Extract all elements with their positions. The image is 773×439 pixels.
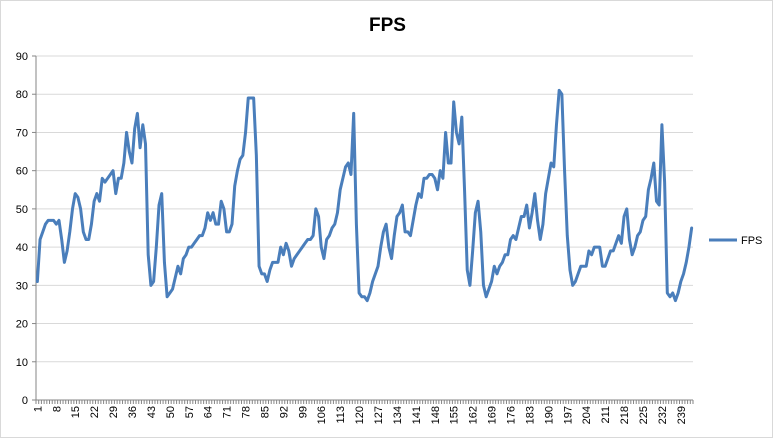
x-tick-label-15: 15 [70, 406, 82, 418]
y-tick-label-90: 90 [16, 51, 28, 63]
series-group [35, 88, 694, 303]
x-tick-label-211: 211 [600, 406, 612, 424]
x-tick-label-113: 113 [335, 406, 347, 424]
x-tick-label-1: 1 [32, 406, 44, 412]
x-tick-label-239: 239 [676, 406, 688, 424]
x-axis-ticks: 1 8 15 22 29 36 43 50 57 64 71 78 85 92 99 106 113 120 127… [32, 400, 694, 424]
x-tick-label-190: 190 [543, 406, 555, 424]
x-tick-label-85: 85 [259, 406, 271, 418]
x-tick-label-218: 218 [619, 406, 631, 424]
y-tick-label-10: 10 [16, 357, 28, 369]
x-tick-label-120: 120 [354, 406, 366, 424]
x-tick-label-43: 43 [146, 406, 158, 418]
y-tick-label-40: 40 [16, 242, 28, 254]
x-tick-label-141: 141 [411, 406, 423, 424]
y-tick-label-80: 80 [16, 89, 28, 101]
legend-label-fps: FPS [741, 235, 762, 247]
x-tick-label-169: 169 [487, 406, 499, 424]
axes [35, 56, 693, 401]
x-tick-label-204: 204 [581, 406, 593, 424]
x-tick-label-36: 36 [127, 406, 139, 418]
x-tick-label-197: 197 [562, 406, 574, 424]
x-tick-label-57: 57 [184, 406, 196, 418]
y-tick-label-60: 60 [16, 166, 28, 178]
gridlines [36, 55, 693, 363]
legend: FPS [709, 235, 762, 247]
y-tick-label-20: 20 [16, 319, 28, 331]
x-tick-label-106: 106 [316, 406, 328, 424]
x-tick-label-78: 78 [241, 406, 253, 418]
chart-title: FPS [369, 15, 406, 36]
x-tick-label-71: 71 [222, 406, 234, 418]
y-tick-label-30: 30 [16, 280, 28, 292]
x-tick-label-127: 127 [373, 406, 385, 424]
x-tick-label-232: 232 [657, 406, 669, 424]
y-tick-label-0: 0 [22, 395, 28, 407]
x-tick-label-29: 29 [108, 406, 120, 418]
x-tick-label-8: 8 [51, 406, 63, 412]
x-tick-label-148: 148 [430, 406, 442, 424]
x-tick-label-64: 64 [203, 406, 215, 418]
x-tick-label-225: 225 [638, 406, 650, 424]
y-tick-label-70: 70 [16, 127, 28, 139]
x-tick-label-22: 22 [89, 406, 101, 418]
y-axis-ticks: 0 10 20 30 40 50 60 70 80 90 [16, 51, 36, 407]
x-tick-label-92: 92 [278, 406, 290, 418]
x-tick-label-162: 162 [468, 406, 480, 424]
x-tick-label-50: 50 [165, 406, 177, 418]
x-tick-label-183: 183 [524, 406, 536, 424]
x-tick-label-134: 134 [392, 406, 404, 424]
x-tick-label-176: 176 [506, 406, 518, 424]
x-tick-label-99: 99 [297, 406, 309, 418]
series-line-fps [35, 88, 694, 303]
x-tick-label-155: 155 [449, 406, 461, 424]
y-tick-label-50: 50 [16, 204, 28, 216]
